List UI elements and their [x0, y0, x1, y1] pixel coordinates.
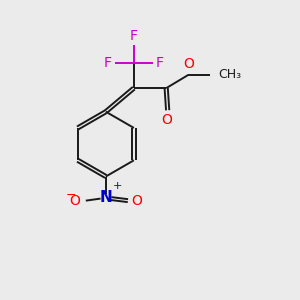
Text: O: O	[161, 113, 172, 127]
Text: N: N	[100, 190, 112, 205]
Text: F: F	[156, 56, 164, 70]
Text: O: O	[183, 57, 194, 71]
Text: O: O	[69, 194, 80, 208]
Text: F: F	[104, 56, 112, 70]
Text: O: O	[132, 194, 142, 208]
Text: +: +	[113, 181, 123, 191]
Text: CH₃: CH₃	[219, 68, 242, 81]
Text: F: F	[130, 29, 138, 43]
Text: −: −	[66, 189, 76, 202]
